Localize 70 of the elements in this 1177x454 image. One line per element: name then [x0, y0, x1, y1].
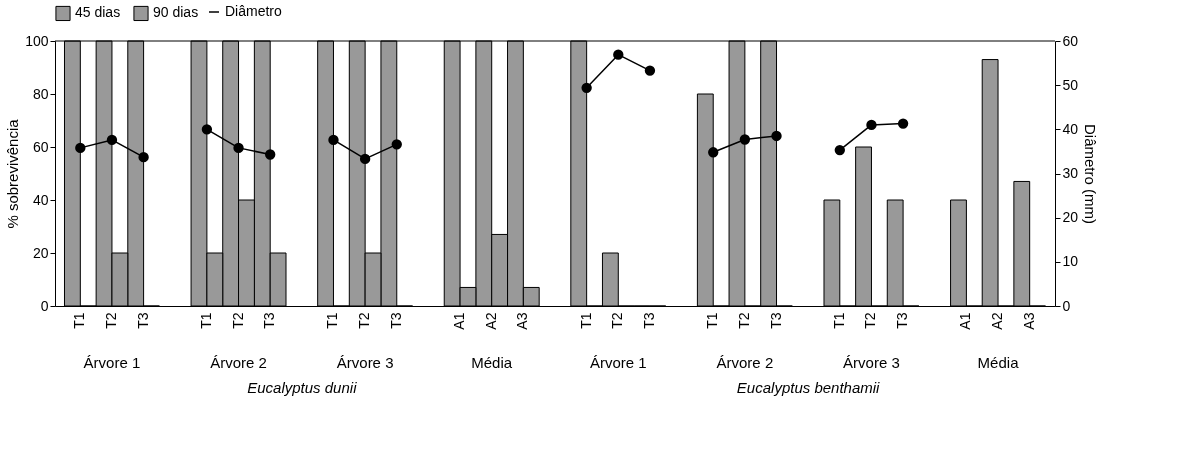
y2-tick-label: 0 — [1062, 297, 1071, 314]
y-tick-label: 0 — [40, 297, 49, 314]
legend-label: 45 dias — [75, 4, 121, 21]
point — [201, 124, 213, 135]
x-tick-label: A3 — [1020, 312, 1037, 330]
x-tick-label: T2 — [862, 312, 879, 329]
point — [866, 119, 877, 131]
x-tick-label: A1 — [957, 312, 974, 330]
point — [897, 118, 909, 129]
text: Eucalyptus dunii — [247, 379, 358, 396]
y-tick-label: 60 — [32, 138, 49, 155]
y2-tick-label: 50 — [1062, 76, 1079, 93]
point — [708, 147, 719, 158]
y-axis-title: % sobrevivência — [4, 118, 22, 229]
y-tick-label: 80 — [32, 85, 49, 102]
x-tick-label: T3 — [261, 312, 278, 329]
legend-label: Diâmetro — [225, 3, 283, 19]
x-tick-label: A2 — [989, 312, 1006, 330]
text: Árvore 2 — [716, 354, 774, 371]
point — [359, 153, 371, 165]
point — [106, 134, 118, 146]
x-tick-label: T1 — [704, 312, 721, 329]
x-tick-label: T2 — [229, 312, 246, 329]
text: Média — [471, 354, 513, 371]
y-tick-label: 40 — [32, 191, 49, 208]
point — [771, 130, 782, 142]
text: Árvore 3 — [336, 354, 394, 371]
point — [581, 82, 592, 93]
x-tick-label: T1 — [324, 312, 341, 329]
y-tick-label: 20 — [32, 244, 49, 261]
point — [265, 149, 276, 160]
x-tick-label: T3 — [134, 312, 151, 329]
y-tick-label: 100 — [25, 32, 49, 49]
x-tick-label: A2 — [482, 312, 499, 330]
x-tick-label: T2 — [102, 312, 119, 329]
x-tick-label: A1 — [451, 312, 468, 330]
text: Eucalyptus benthamii — [736, 379, 881, 396]
x-tick-label: T2 — [356, 312, 373, 329]
x-tick-label: T3 — [894, 312, 911, 329]
x-tick-label: T1 — [577, 312, 594, 329]
text: Árvore 1 — [589, 354, 647, 371]
point — [233, 142, 244, 154]
x-tick-label: T3 — [640, 312, 657, 329]
text: Média — [977, 354, 1020, 371]
text: Árvore 3 — [843, 354, 900, 371]
point — [613, 49, 624, 60]
y2-tick-label: 20 — [1062, 209, 1079, 226]
y2-axis-title: Diâmetro (mm) — [1082, 124, 1100, 224]
x-tick-label: T1 — [830, 312, 847, 329]
point — [739, 134, 751, 145]
point — [644, 65, 656, 76]
legend-label: 90 dias — [153, 4, 199, 21]
point — [391, 139, 402, 150]
y2-tick-label: 40 — [1062, 120, 1079, 137]
text: Árvore 2 — [210, 354, 267, 371]
y2-tick-label: 30 — [1062, 165, 1079, 181]
point — [75, 142, 86, 154]
y2-tick-label: 10 — [1062, 253, 1079, 270]
x-tick-label: T1 — [71, 312, 88, 329]
text: Árvore 1 — [83, 354, 141, 371]
x-tick-label: T2 — [609, 312, 626, 329]
x-tick-label: T1 — [197, 312, 214, 329]
x-tick-label: T3 — [387, 312, 404, 329]
y2-tick-label: 60 — [1062, 32, 1079, 49]
point — [138, 151, 149, 163]
x-tick-label: T3 — [767, 312, 784, 329]
x-tick-label: A3 — [514, 312, 531, 330]
point — [328, 134, 339, 146]
x-tick-label: T2 — [735, 312, 752, 329]
point — [834, 144, 845, 156]
